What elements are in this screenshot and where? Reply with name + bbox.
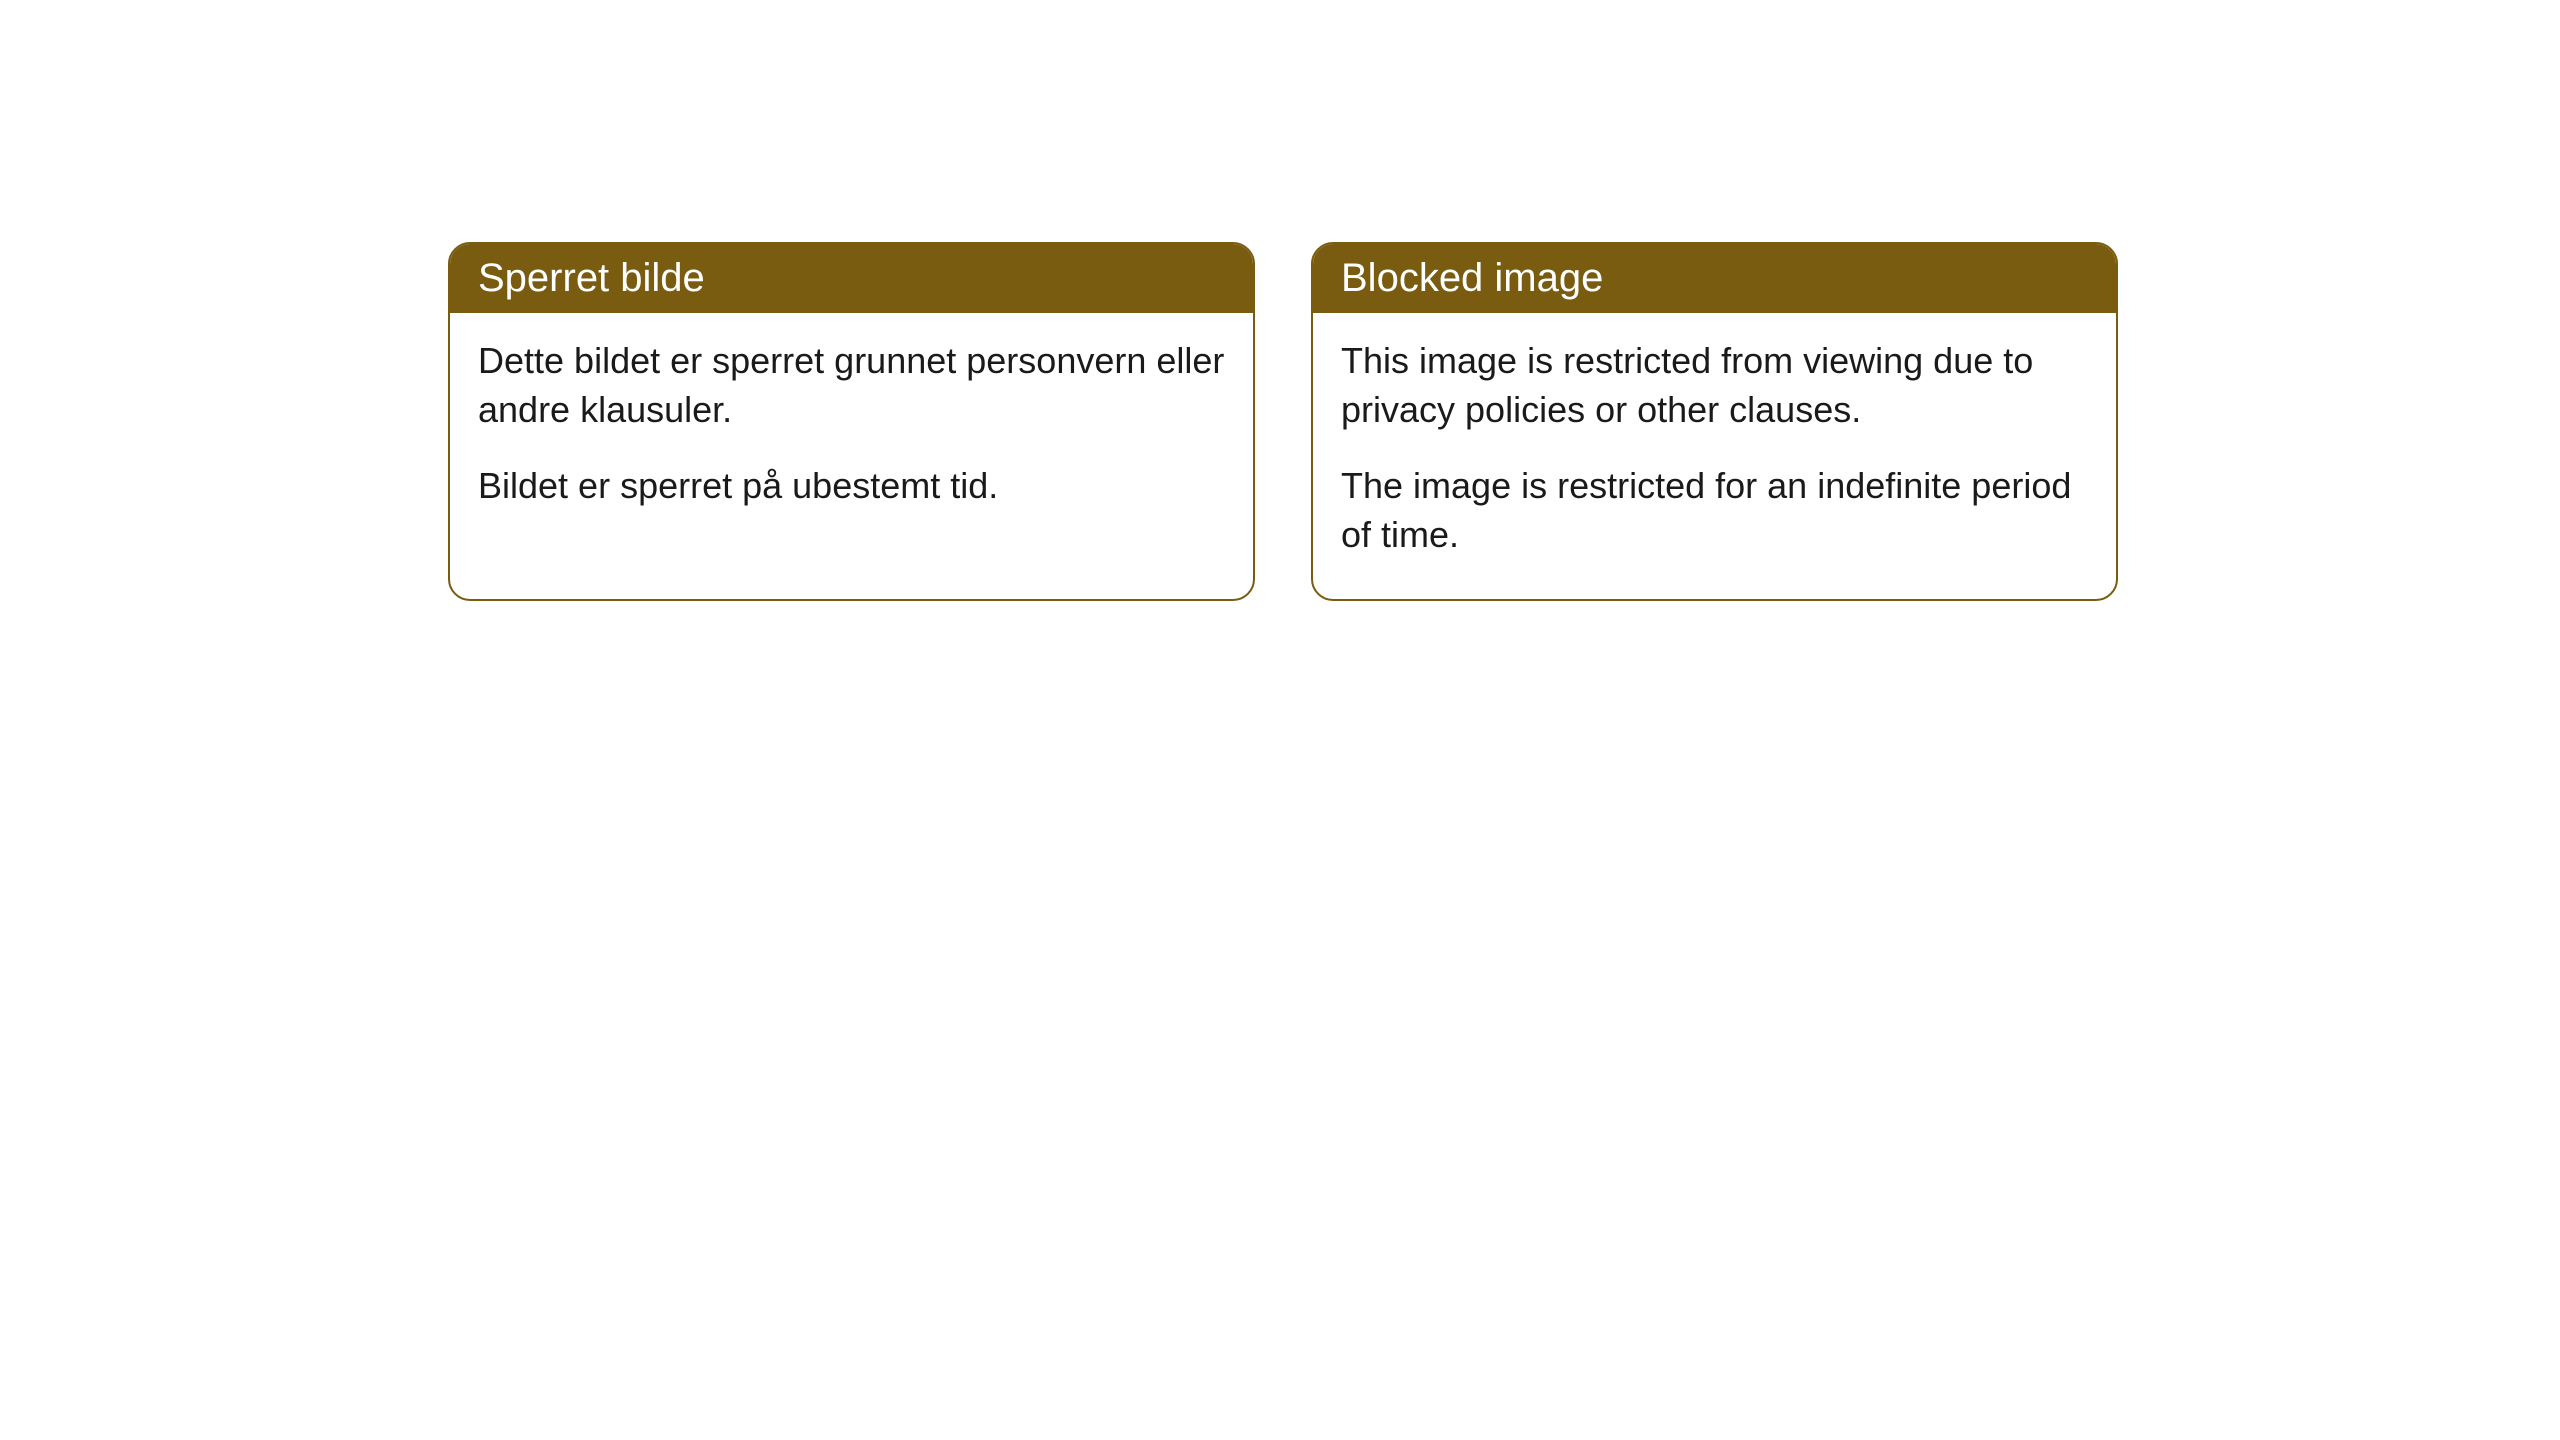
card-title: Blocked image — [1341, 256, 1603, 300]
card-header: Blocked image — [1313, 244, 2116, 313]
card-header: Sperret bilde — [450, 244, 1253, 313]
card-paragraph: The image is restricted for an indefinit… — [1341, 462, 2088, 559]
blocked-image-card-norwegian: Sperret bilde Dette bildet er sperret gr… — [448, 242, 1255, 601]
cards-container: Sperret bilde Dette bildet er sperret gr… — [0, 0, 2560, 601]
card-paragraph: Bildet er sperret på ubestemt tid. — [478, 462, 1225, 511]
card-title: Sperret bilde — [478, 256, 705, 300]
card-body: This image is restricted from viewing du… — [1313, 313, 2116, 599]
card-body: Dette bildet er sperret grunnet personve… — [450, 313, 1253, 551]
blocked-image-card-english: Blocked image This image is restricted f… — [1311, 242, 2118, 601]
card-paragraph: This image is restricted from viewing du… — [1341, 337, 2088, 434]
card-paragraph: Dette bildet er sperret grunnet personve… — [478, 337, 1225, 434]
